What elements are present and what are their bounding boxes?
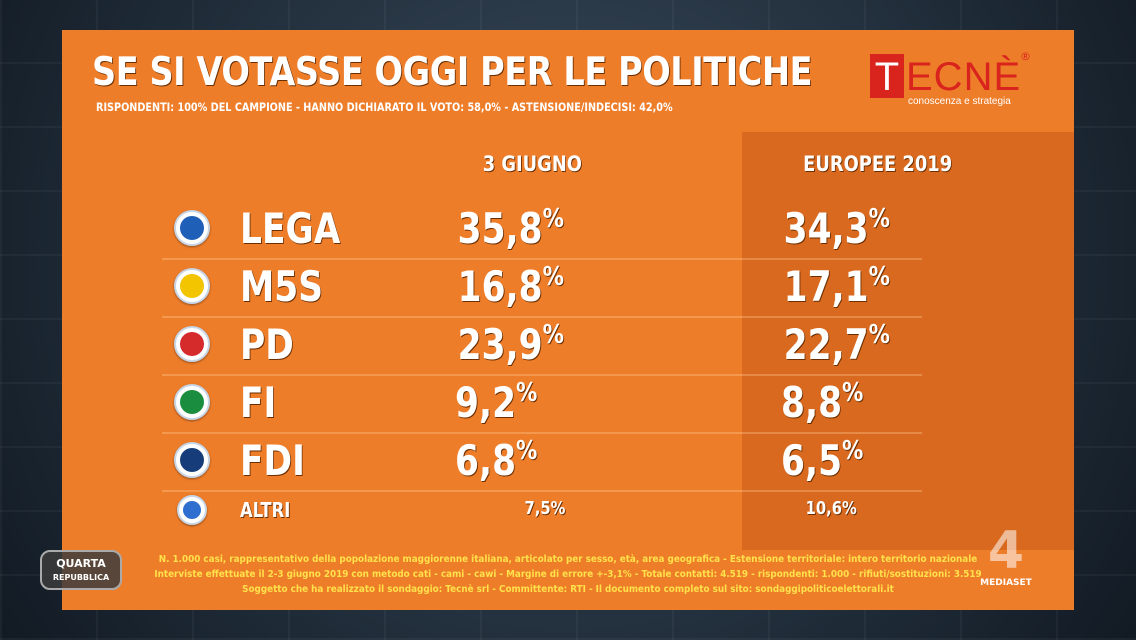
percent-sign: % xyxy=(516,378,538,408)
value-number: 23,9 xyxy=(457,320,543,369)
party-row: FDI 6,8% 6,5% xyxy=(162,432,922,492)
value-number: 35,8 xyxy=(457,204,543,253)
party-value-previous: 34,3% xyxy=(784,204,890,253)
network-name: MEDIASET xyxy=(980,578,1032,588)
party-name: LEGA xyxy=(240,204,341,253)
value-number: 7,5 xyxy=(524,498,551,519)
fdi-logo-icon xyxy=(174,442,210,478)
party-value-current: 23,9% xyxy=(458,320,564,369)
percent-sign: % xyxy=(550,498,566,519)
lega-logo-icon xyxy=(174,210,210,246)
party-icon-fill xyxy=(183,501,201,519)
footer-line-1: N. 1.000 casi, rappresentativo della pop… xyxy=(158,554,978,565)
value-number: 17,1 xyxy=(783,262,869,311)
party-value-current: 35,8% xyxy=(458,204,564,253)
value-number: 9,2 xyxy=(455,378,517,427)
party-icon-fill xyxy=(180,216,204,240)
value-number: 34,3 xyxy=(783,204,869,253)
party-value-previous: 10,6% xyxy=(806,498,857,519)
tecne-logo: T ECNÈ ® conoscenza e strategia xyxy=(870,48,1031,112)
party-icon-fill xyxy=(180,332,204,356)
pd-logo-icon xyxy=(174,326,210,362)
footer-line-2: Interviste effettuate il 2-3 giugno 2019… xyxy=(154,569,982,580)
party-row: PD 23,9% 22,7% xyxy=(162,316,922,376)
party-row: FI 9,2% 8,8% xyxy=(162,374,922,434)
party-value-previous: 22,7% xyxy=(784,320,890,369)
tecne-tagline: conoscenza e strategia xyxy=(908,96,1011,107)
footer-line-3: Soggetto che ha realizzato il sondaggio:… xyxy=(242,584,894,595)
poll-title: SE SI VOTASSE OGGI PER LE POLITICHE xyxy=(92,50,813,95)
column-header-current: 3 GIUGNO xyxy=(482,152,582,176)
party-value-current: 6,8% xyxy=(455,436,537,485)
poll-subtitle: RISPONDENTI: 100% DEL CAMPIONE - HANNO D… xyxy=(96,100,673,114)
m5s-logo-icon xyxy=(174,268,210,304)
party-row: M5S 16,8% 17,1% xyxy=(162,258,922,318)
column-header-previous: EUROPEE 2019 xyxy=(803,152,953,176)
party-name: PD xyxy=(240,320,294,369)
value-number: 10,6 xyxy=(805,498,843,519)
value-number: 8,8 xyxy=(781,378,843,427)
party-icon-fill xyxy=(180,390,204,414)
percent-sign: % xyxy=(542,320,565,350)
party-value-current: 9,2% xyxy=(455,378,537,427)
percent-sign: % xyxy=(868,320,891,350)
percent-sign: % xyxy=(516,436,538,466)
party-value-previous: 8,8% xyxy=(781,378,863,427)
tecne-logo-letter: T xyxy=(870,54,904,99)
show-logo-line2: REPUBBLICA xyxy=(52,573,110,582)
percent-sign: % xyxy=(842,436,864,466)
party-value-previous: 6,5% xyxy=(781,436,863,485)
value-number: 6,5 xyxy=(781,436,843,485)
percent-sign: % xyxy=(842,498,857,519)
percent-sign: % xyxy=(542,204,565,234)
percent-sign: % xyxy=(868,204,891,234)
fi-logo-icon xyxy=(174,384,210,420)
show-logo-line1: QUARTA xyxy=(56,557,106,570)
party-name: ALTRI xyxy=(240,498,291,522)
channel-logo: 4 MEDIASET xyxy=(976,524,1036,594)
registered-mark: ® xyxy=(1020,50,1031,63)
party-value-previous: 17,1% xyxy=(784,262,890,311)
party-row: LEGA 35,8% 34,3% xyxy=(162,200,922,260)
percent-sign: % xyxy=(542,262,565,292)
party-row: ALTRI 7,5% 10,6% xyxy=(162,492,922,528)
party-name: FDI xyxy=(240,436,305,485)
tecne-logo-text: ECNÈ xyxy=(906,55,1022,99)
previous-column-band xyxy=(742,132,1074,550)
percent-sign: % xyxy=(868,262,891,292)
party-icon-fill xyxy=(180,448,204,472)
party-value-current: 7,5% xyxy=(524,498,565,519)
party-name: FI xyxy=(240,378,277,427)
party-icon-fill xyxy=(180,274,204,298)
value-number: 22,7 xyxy=(783,320,869,369)
methodology-footer: N. 1.000 casi, rappresentativo della pop… xyxy=(62,552,1074,610)
party-name: M5S xyxy=(240,262,324,311)
altri-logo-icon xyxy=(177,495,207,525)
percent-sign: % xyxy=(842,378,864,408)
poll-panel: SE SI VOTASSE OGGI PER LE POLITICHE RISP… xyxy=(62,30,1074,610)
value-number: 16,8 xyxy=(457,262,543,311)
value-number: 6,8 xyxy=(455,436,517,485)
party-value-current: 16,8% xyxy=(458,262,564,311)
show-logo: QUARTA REPUBBLICA xyxy=(40,550,122,590)
channel-number: 4 xyxy=(987,521,1025,581)
